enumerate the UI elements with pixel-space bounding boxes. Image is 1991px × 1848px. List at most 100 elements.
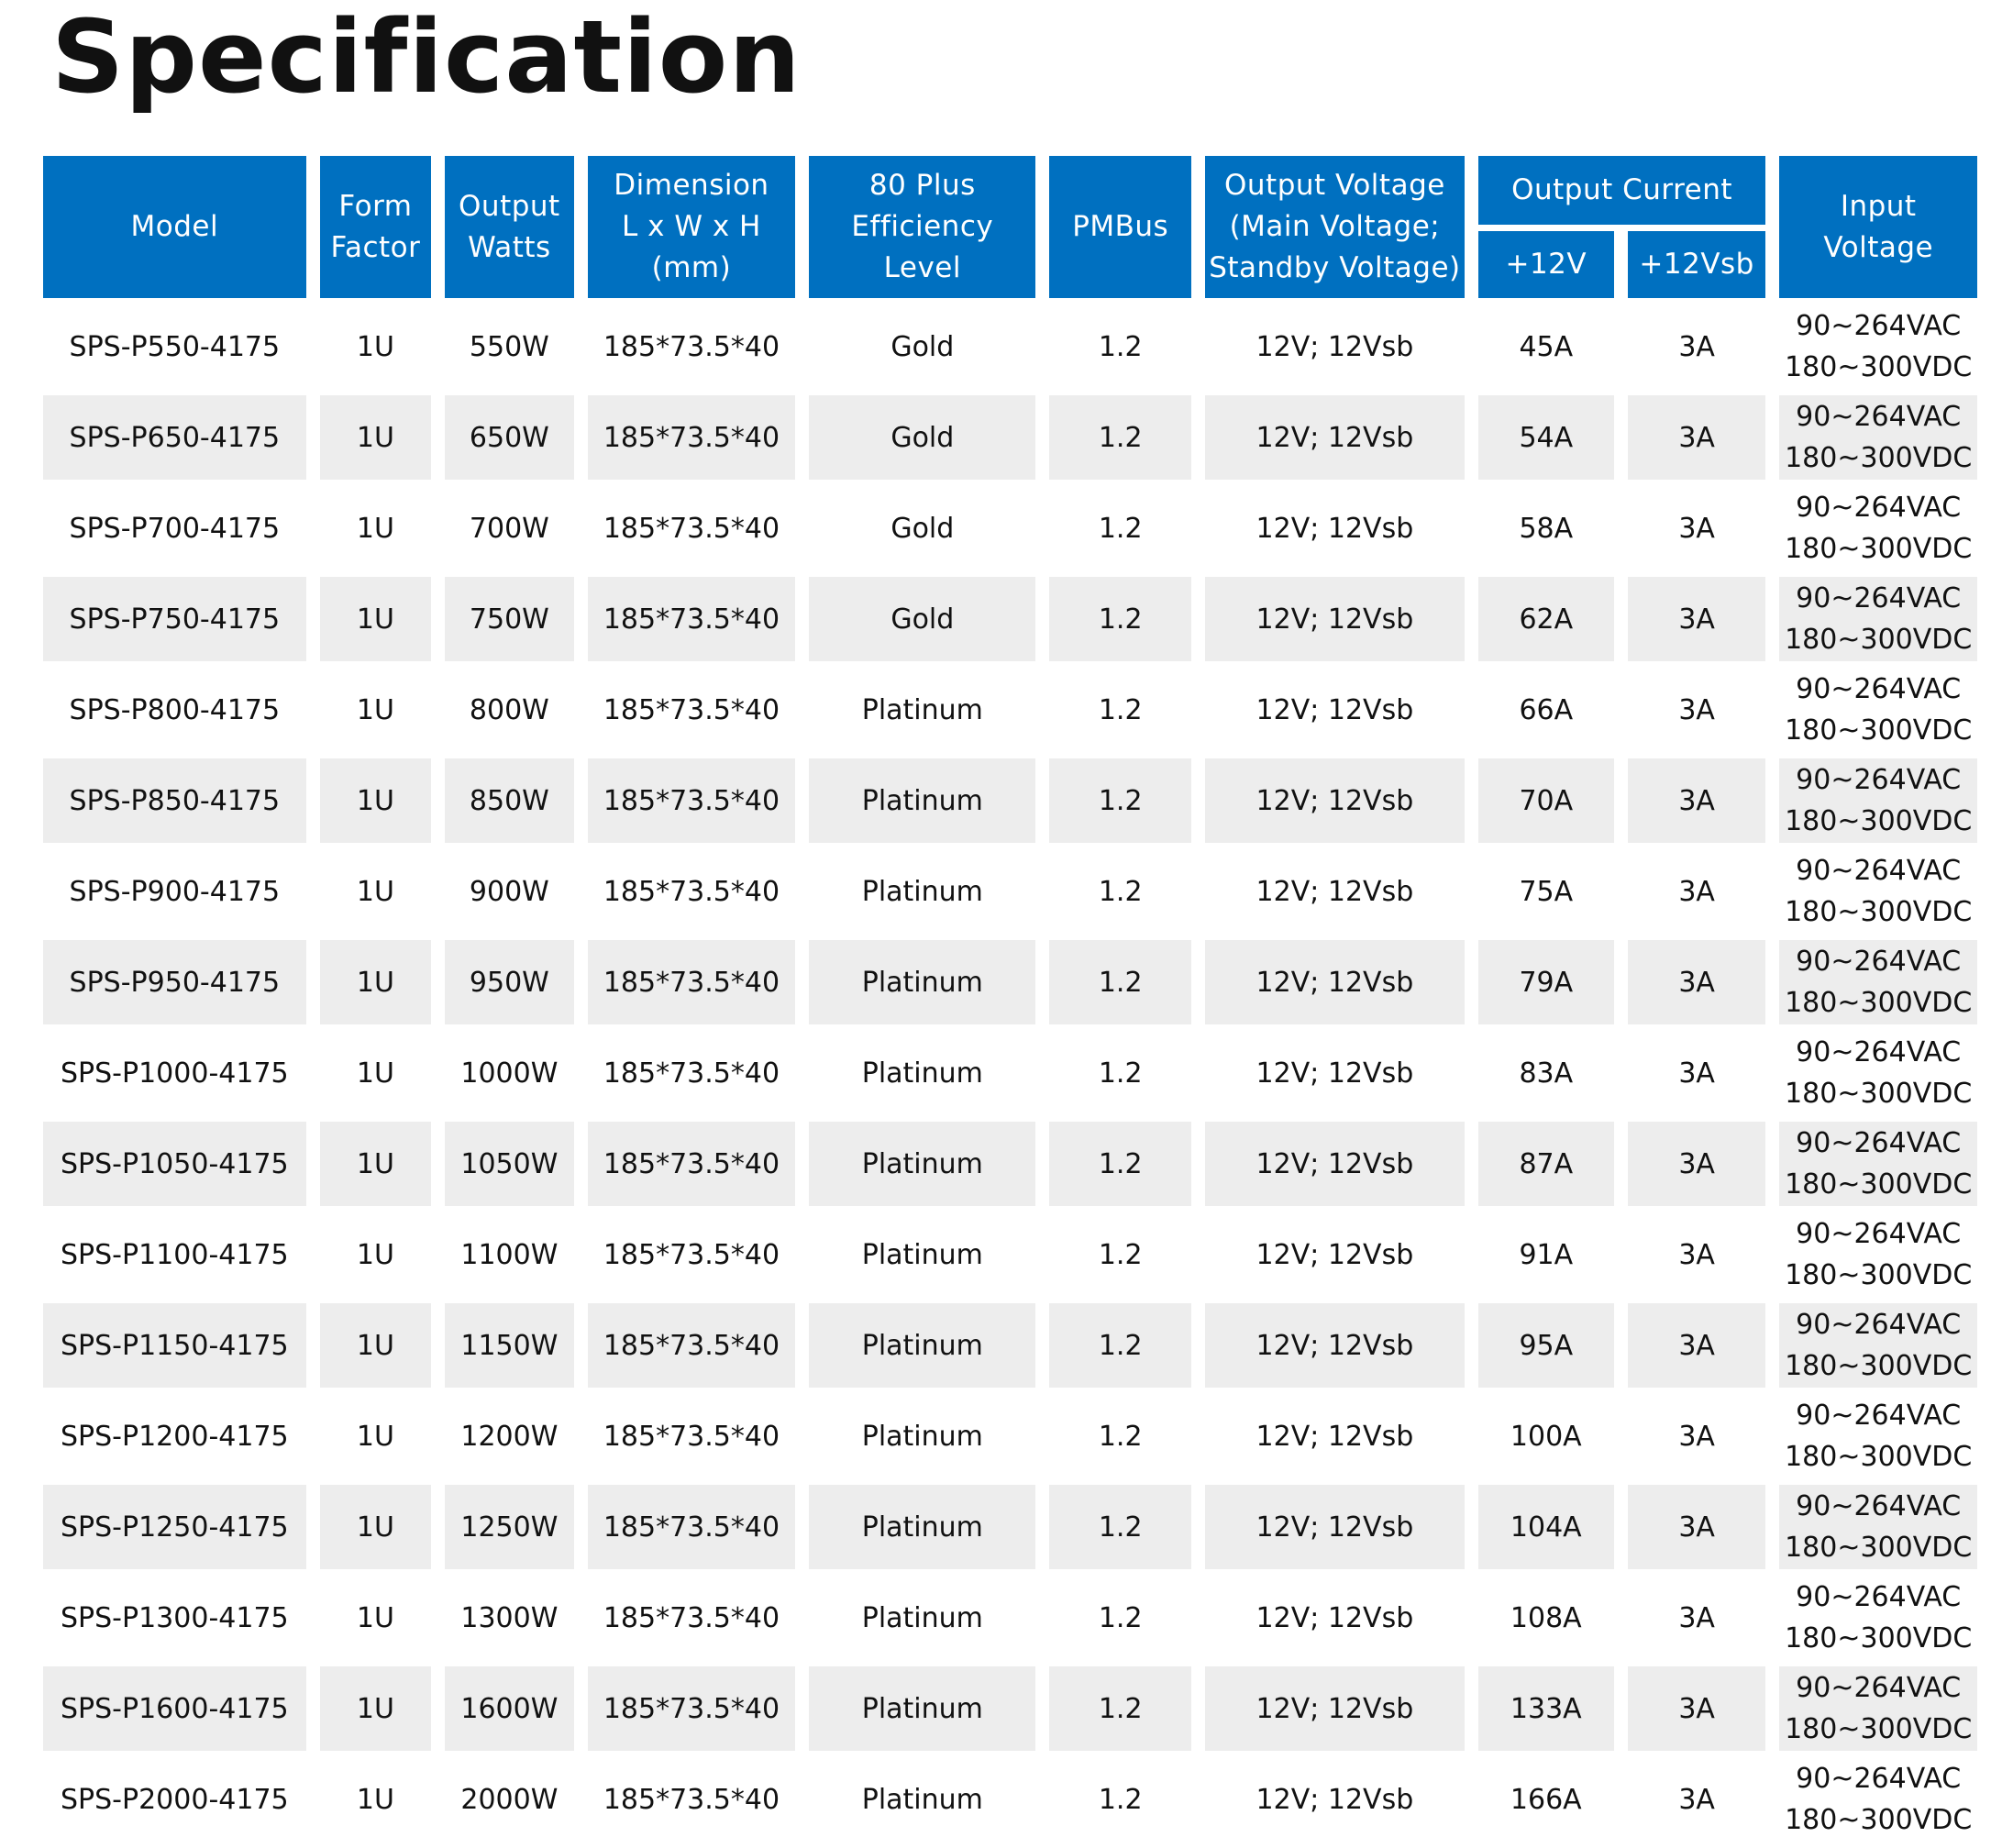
- input-voltage-ac: 90~264VAC: [1796, 1672, 1962, 1704]
- cell-pmbus: 1.2: [1049, 1485, 1192, 1569]
- cell-efficiency: Platinum: [809, 940, 1036, 1024]
- header-output-watts: Output Watts: [445, 156, 574, 298]
- cell-model: SPS-P800-4175: [43, 668, 306, 752]
- header-current-12vsb: +12Vsb: [1627, 231, 1766, 298]
- cell-efficiency: Platinum: [809, 849, 1036, 934]
- table-row: SPS-P1300-4175 1U 1300W 185*73.5*40 Platinum…: [43, 1576, 1977, 1660]
- cell-output-voltage: 12V; 12Vsb: [1205, 577, 1465, 661]
- input-voltage-ac: 90~264VAC: [1796, 1309, 1962, 1341]
- cell-current-12vsb: 3A: [1627, 1303, 1766, 1388]
- input-voltage-dc: 180~300VDC: [1785, 987, 1973, 1019]
- cell-output-voltage: 12V; 12Vsb: [1205, 304, 1465, 389]
- input-voltage-dc: 180~300VDC: [1785, 1168, 1973, 1201]
- cell-pmbus: 1.2: [1049, 1666, 1192, 1751]
- cell-efficiency: Platinum: [809, 1485, 1036, 1569]
- table-row: SPS-P950-4175 1U 950W 185*73.5*40 Platinum 1.…: [43, 940, 1977, 1024]
- cell-pmbus: 1.2: [1049, 1757, 1192, 1842]
- cell-current-12v: 95A: [1477, 1303, 1614, 1388]
- input-voltage-ac: 90~264VAC: [1796, 1400, 1962, 1432]
- cell-current-12v: 108A: [1477, 1576, 1614, 1660]
- cell-current-12vsb: 3A: [1627, 577, 1766, 661]
- cell-input-voltage: 90~264VAC 180~300VDC: [1779, 849, 1977, 934]
- cell-input-voltage: 90~264VAC 180~300VDC: [1779, 577, 1977, 661]
- cell-efficiency: Platinum: [809, 758, 1036, 843]
- cell-current-12v: 87A: [1477, 1122, 1614, 1206]
- cell-model: SPS-P1300-4175: [43, 1576, 306, 1660]
- cell-pmbus: 1.2: [1049, 940, 1192, 1024]
- cell-dimension: 185*73.5*40: [587, 1576, 796, 1660]
- input-voltage-dc: 180~300VDC: [1785, 1078, 1973, 1110]
- cell-input-voltage: 90~264VAC 180~300VDC: [1779, 1666, 1977, 1751]
- cell-form-factor: 1U: [319, 1576, 432, 1660]
- cell-current-12vsb: 3A: [1627, 486, 1766, 570]
- cell-input-voltage: 90~264VAC 180~300VDC: [1779, 1394, 1977, 1478]
- cell-output-voltage: 12V; 12Vsb: [1205, 1122, 1465, 1206]
- cell-form-factor: 1U: [319, 1303, 432, 1388]
- cell-efficiency: Gold: [809, 577, 1036, 661]
- cell-model: SPS-P2000-4175: [43, 1757, 306, 1842]
- input-voltage-dc: 180~300VDC: [1785, 351, 1973, 383]
- input-voltage-dc: 180~300VDC: [1785, 714, 1973, 747]
- cell-form-factor: 1U: [319, 1485, 432, 1569]
- table-row: SPS-P900-4175 1U 900W 185*73.5*40 Platinum 1.…: [43, 849, 1977, 934]
- cell-form-factor: 1U: [319, 577, 432, 661]
- cell-efficiency: Platinum: [809, 1394, 1036, 1478]
- cell-input-voltage: 90~264VAC 180~300VDC: [1779, 1757, 1977, 1842]
- cell-current-12vsb: 3A: [1627, 758, 1766, 843]
- header-input-voltage: Input Voltage: [1779, 156, 1977, 298]
- input-voltage-dc: 180~300VDC: [1785, 1259, 1973, 1291]
- cell-output-voltage: 12V; 12Vsb: [1205, 668, 1465, 752]
- cell-output-watts: 950W: [445, 940, 574, 1024]
- cell-pmbus: 1.2: [1049, 1394, 1192, 1478]
- cell-output-voltage: 12V; 12Vsb: [1205, 1757, 1465, 1842]
- table-row: SPS-P550-4175 1U 550W 185*73.5*40 Gold 1.2 12V…: [43, 304, 1977, 389]
- cell-dimension: 185*73.5*40: [587, 758, 796, 843]
- header-dimension: Dimension L x W x H (mm): [587, 156, 796, 298]
- cell-form-factor: 1U: [319, 668, 432, 752]
- table-row: SPS-P1050-4175 1U 1050W 185*73.5*40 Platinum…: [43, 1122, 1977, 1206]
- input-voltage-dc: 180~300VDC: [1785, 1804, 1973, 1836]
- cell-output-voltage: 12V; 12Vsb: [1205, 849, 1465, 934]
- cell-efficiency: Gold: [809, 395, 1036, 480]
- input-voltage-ac: 90~264VAC: [1796, 946, 1962, 978]
- cell-current-12v: 133A: [1477, 1666, 1614, 1751]
- cell-output-voltage: 12V; 12Vsb: [1205, 1576, 1465, 1660]
- cell-form-factor: 1U: [319, 1757, 432, 1842]
- input-voltage-dc: 180~300VDC: [1785, 533, 1973, 565]
- cell-form-factor: 1U: [319, 1122, 432, 1206]
- input-voltage-ac: 90~264VAC: [1796, 764, 1962, 796]
- cell-dimension: 185*73.5*40: [587, 486, 796, 570]
- cell-model: SPS-P1100-4175: [43, 1212, 306, 1297]
- input-voltage-dc: 180~300VDC: [1785, 442, 1973, 474]
- cell-efficiency: Platinum: [809, 1212, 1036, 1297]
- cell-output-voltage: 12V; 12Vsb: [1205, 758, 1465, 843]
- cell-model: SPS-P650-4175: [43, 395, 306, 480]
- cell-current-12v: 166A: [1477, 1757, 1614, 1842]
- cell-current-12vsb: 3A: [1627, 1031, 1766, 1115]
- cell-model: SPS-P550-4175: [43, 304, 306, 389]
- cell-input-voltage: 90~264VAC 180~300VDC: [1779, 486, 1977, 570]
- input-voltage-dc: 180~300VDC: [1785, 805, 1973, 837]
- cell-current-12vsb: 3A: [1627, 1122, 1766, 1206]
- input-voltage-ac: 90~264VAC: [1796, 401, 1962, 433]
- table-row: SPS-P650-4175 1U 650W 185*73.5*40 Gold 1.2 12V…: [43, 395, 1977, 480]
- cell-model: SPS-P1050-4175: [43, 1122, 306, 1206]
- cell-input-voltage: 90~264VAC 180~300VDC: [1779, 758, 1977, 843]
- input-voltage-ac: 90~264VAC: [1796, 1127, 1962, 1159]
- cell-dimension: 185*73.5*40: [587, 1212, 796, 1297]
- cell-dimension: 185*73.5*40: [587, 1666, 796, 1751]
- input-voltage-dc: 180~300VDC: [1785, 1441, 1973, 1473]
- cell-efficiency: Platinum: [809, 668, 1036, 752]
- cell-output-voltage: 12V; 12Vsb: [1205, 1212, 1465, 1297]
- cell-current-12vsb: 3A: [1627, 668, 1766, 752]
- cell-current-12v: 104A: [1477, 1485, 1614, 1569]
- input-voltage-ac: 90~264VAC: [1796, 1218, 1962, 1250]
- cell-input-voltage: 90~264VAC 180~300VDC: [1779, 1122, 1977, 1206]
- input-voltage-ac: 90~264VAC: [1796, 310, 1962, 342]
- table-row: SPS-P850-4175 1U 850W 185*73.5*40 Platinum 1.…: [43, 758, 1977, 843]
- cell-current-12v: 70A: [1477, 758, 1614, 843]
- cell-model: SPS-P1250-4175: [43, 1485, 306, 1569]
- header-output-voltage: Output Voltage (Main Voltage; Standby Volt…: [1205, 156, 1465, 298]
- cell-input-voltage: 90~264VAC 180~300VDC: [1779, 1485, 1977, 1569]
- header-efficiency-level: 80 Plus Efficiency Level: [809, 156, 1036, 298]
